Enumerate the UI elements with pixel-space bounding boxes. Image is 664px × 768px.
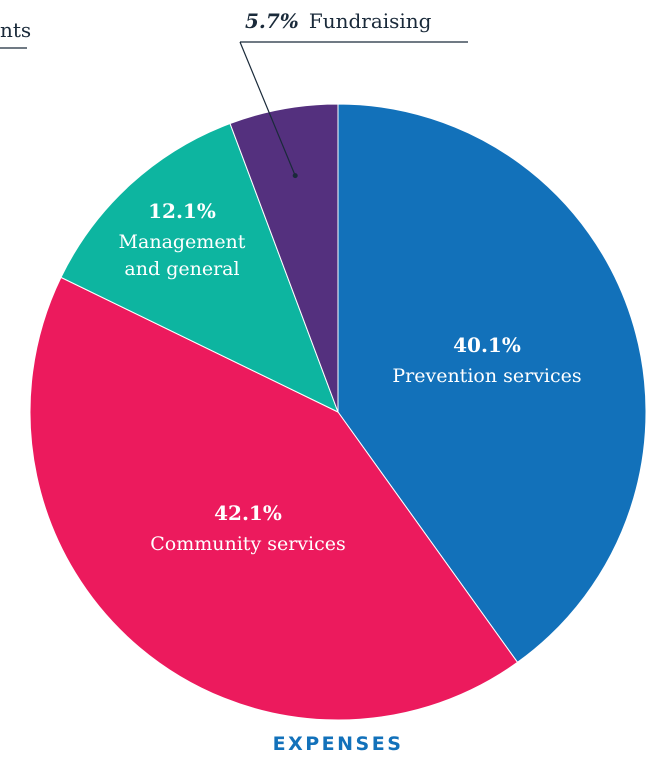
slices-layer [29,103,647,721]
slice-name-label: and general [124,258,239,280]
leader-lines-layer [239,41,468,179]
chart-title: EXPENSES [273,733,404,755]
slice-label-prevention-services: 40.1% Prevention services [392,333,581,387]
slice-value-label: 42.1% [214,501,282,525]
slice-name-label: Prevention services [392,365,581,387]
pie-slice-prevention-services [337,103,647,664]
slice-value-label: 40.1% [453,333,521,357]
leader-line [239,41,296,176]
slice-value-label: 12.1% [148,199,216,223]
cropped-callout-text: nts [0,18,31,42]
slice-name-label: Community services [150,533,346,555]
slice-label-management-and-general: 12.1% Management and general [119,199,246,280]
pie-slice-fundraising [229,103,339,413]
pie-slice-management-and-general [60,122,339,413]
slice-label-fundraising: 5.7% Fundraising [245,9,432,33]
slice-label-community-services: 42.1% Community services [150,501,346,555]
slice-value-label: 5.7% [245,9,299,33]
slice-name-label: Management [119,231,246,253]
slice-name-label: Fundraising [309,9,432,33]
cropped-callout: nts [0,18,31,49]
labels-layer: 40.1% Prevention services 42.1% Community s… [119,9,582,555]
pie-slice-community-services [29,276,519,721]
